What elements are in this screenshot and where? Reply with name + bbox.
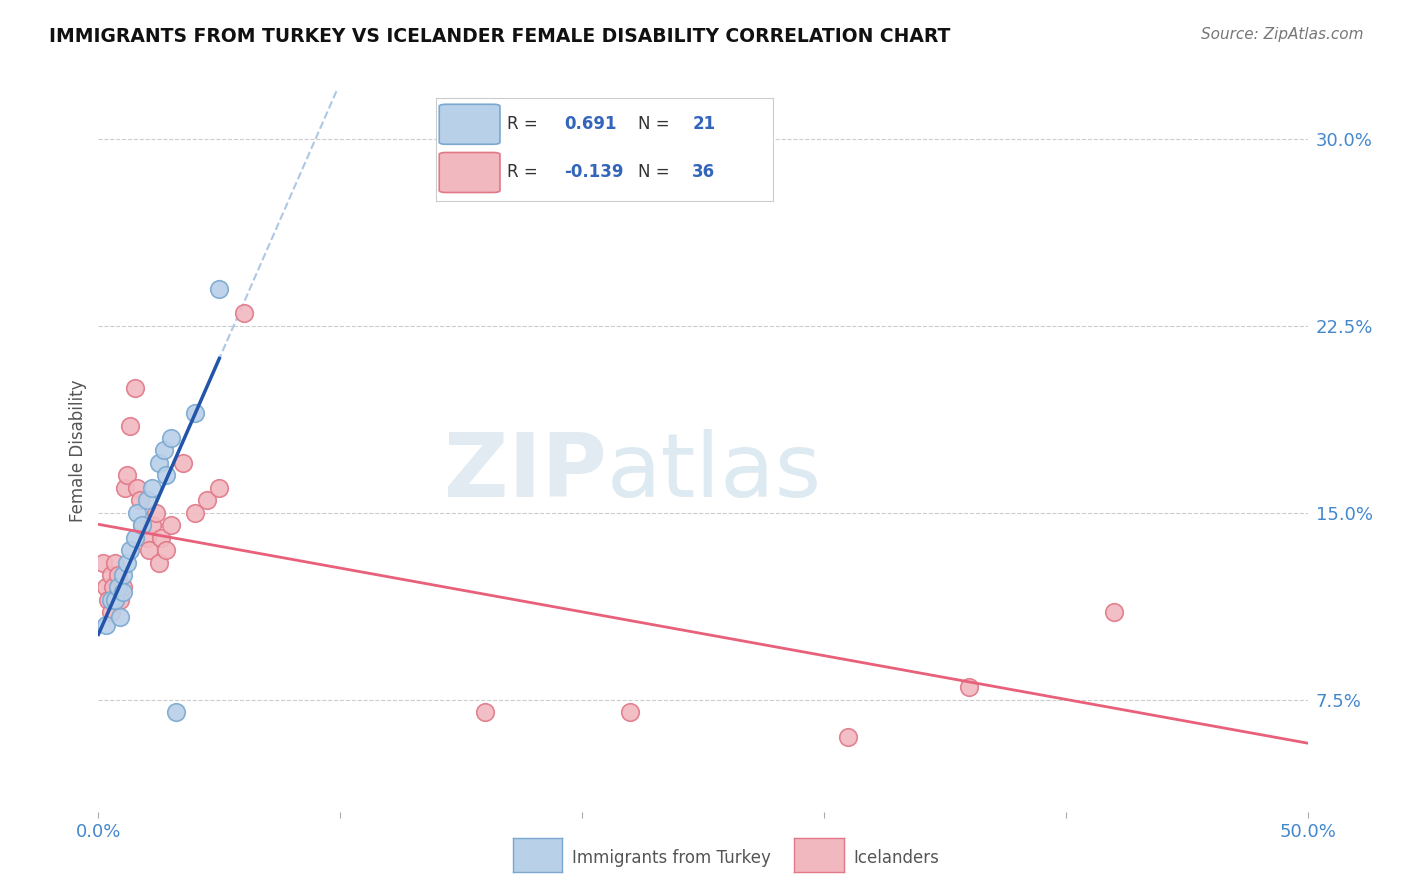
- Point: [195, 493, 218, 508]
- FancyBboxPatch shape: [439, 104, 501, 145]
- Text: N =: N =: [638, 115, 675, 133]
- Point: [111, 581, 134, 595]
- Text: R =: R =: [506, 115, 543, 133]
- Point: [957, 680, 980, 694]
- Point: [150, 531, 173, 545]
- Point: [172, 456, 194, 470]
- Point: [138, 543, 160, 558]
- Point: [111, 568, 134, 582]
- Point: [160, 431, 183, 445]
- Text: 21: 21: [692, 115, 716, 133]
- Point: [127, 506, 149, 520]
- Text: atlas: atlas: [606, 429, 821, 516]
- Point: [152, 443, 174, 458]
- Text: R =: R =: [506, 163, 543, 181]
- Point: [104, 593, 127, 607]
- Point: [107, 581, 129, 595]
- Point: [101, 581, 124, 595]
- Text: ZIP: ZIP: [443, 429, 606, 516]
- Point: [104, 556, 127, 570]
- Point: [208, 481, 231, 495]
- Point: [145, 506, 167, 520]
- Point: [184, 406, 207, 420]
- Point: [117, 468, 139, 483]
- Point: [118, 543, 141, 558]
- Point: [94, 618, 117, 632]
- Point: [127, 481, 149, 495]
- Text: Icelanders: Icelanders: [853, 849, 939, 867]
- Text: IMMIGRANTS FROM TURKEY VS ICELANDER FEMALE DISABILITY CORRELATION CHART: IMMIGRANTS FROM TURKEY VS ICELANDER FEMA…: [49, 27, 950, 45]
- Point: [114, 481, 136, 495]
- Point: [100, 568, 122, 582]
- Point: [108, 610, 131, 624]
- Point: [208, 281, 231, 295]
- Point: [155, 543, 177, 558]
- Point: [141, 518, 163, 533]
- Point: [104, 593, 127, 607]
- Point: [160, 518, 183, 533]
- Point: [837, 730, 859, 744]
- Point: [141, 481, 163, 495]
- Point: [232, 306, 254, 320]
- Text: N =: N =: [638, 163, 675, 181]
- Point: [148, 556, 170, 570]
- Text: 36: 36: [692, 163, 716, 181]
- Point: [107, 568, 129, 582]
- Point: [131, 518, 153, 533]
- Point: [155, 468, 177, 483]
- Point: [91, 556, 114, 570]
- Text: -0.139: -0.139: [564, 163, 624, 181]
- Point: [94, 581, 117, 595]
- Point: [97, 593, 120, 607]
- Point: [165, 705, 187, 719]
- Point: [111, 585, 134, 599]
- Text: Source: ZipAtlas.com: Source: ZipAtlas.com: [1201, 27, 1364, 42]
- Text: 0.691: 0.691: [564, 115, 617, 133]
- Point: [184, 506, 207, 520]
- Text: Immigrants from Turkey: Immigrants from Turkey: [572, 849, 770, 867]
- Point: [108, 593, 131, 607]
- Point: [100, 606, 122, 620]
- Point: [128, 493, 150, 508]
- Point: [135, 493, 157, 508]
- Point: [118, 418, 141, 433]
- Point: [124, 381, 146, 395]
- Point: [1102, 606, 1125, 620]
- Point: [474, 705, 496, 719]
- Point: [131, 518, 153, 533]
- Point: [135, 531, 157, 545]
- Y-axis label: Female Disability: Female Disability: [69, 379, 87, 522]
- Point: [124, 531, 146, 545]
- Point: [148, 456, 170, 470]
- FancyBboxPatch shape: [439, 153, 501, 193]
- Point: [100, 593, 122, 607]
- Point: [117, 556, 139, 570]
- Point: [619, 705, 641, 719]
